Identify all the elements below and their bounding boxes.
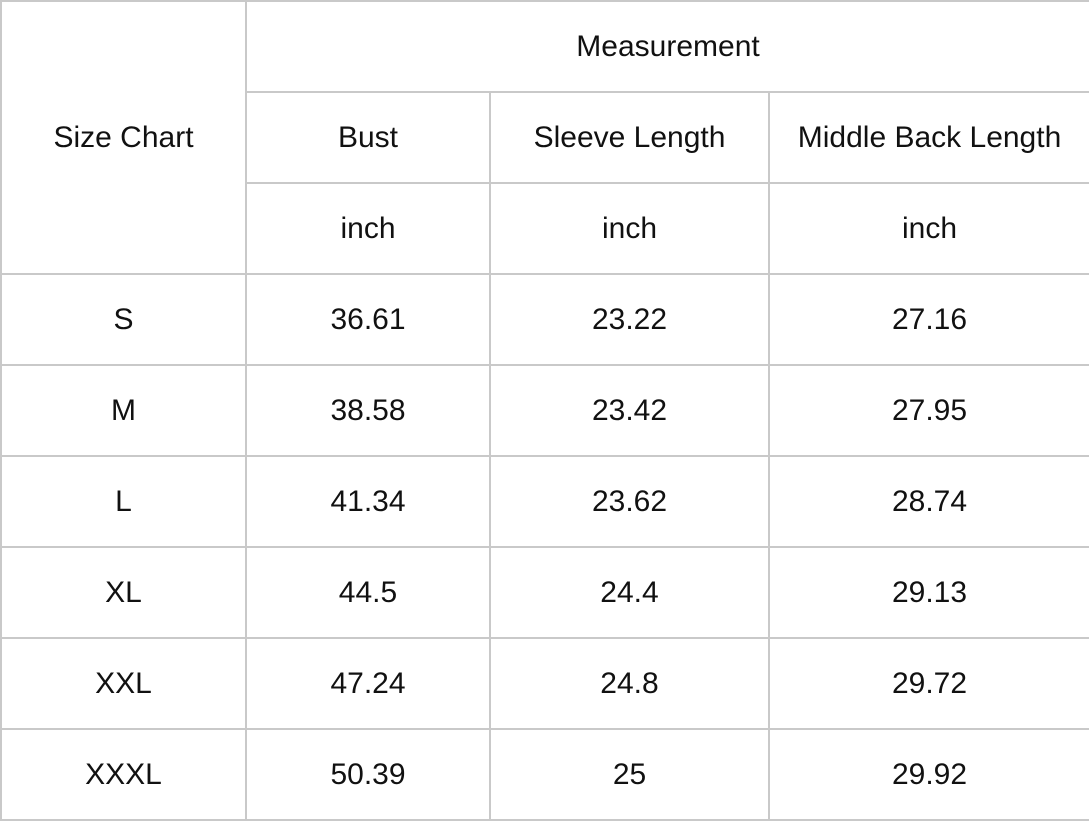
size-cell: XXXL xyxy=(0,728,247,821)
table-row: XXL 47.24 24.8 29.72 xyxy=(0,637,1089,730)
unit-header: inch xyxy=(245,182,491,275)
value-cell: 23.42 xyxy=(489,364,770,457)
unit-header: inch xyxy=(767,182,1089,275)
corner-label: Size Chart xyxy=(0,0,247,275)
value-cell: 23.62 xyxy=(489,455,770,548)
header-row-names: Bust Sleeve Length Middle Back Length xyxy=(1,91,1089,184)
table-row: L 41.34 23.62 28.74 xyxy=(0,455,1089,548)
table-row: M 38.58 23.42 27.95 xyxy=(0,364,1089,457)
header-row-group: Size Chart Measurement xyxy=(0,0,1089,275)
size-cell: M xyxy=(0,364,247,457)
value-cell: 24.8 xyxy=(489,637,770,730)
value-cell: 29.92 xyxy=(767,728,1089,821)
size-cell: XXL xyxy=(0,637,247,730)
value-cell: 24.4 xyxy=(489,546,770,639)
value-cell: 50.39 xyxy=(245,728,491,821)
column-header: Middle Back Length xyxy=(767,91,1089,184)
table-row: S 36.61 23.22 27.16 xyxy=(0,273,1089,366)
table-row: XXXL 50.39 25 29.92 xyxy=(0,728,1089,821)
value-cell: 29.13 xyxy=(767,546,1089,639)
value-cell: 25 xyxy=(489,728,770,821)
value-cell: 27.95 xyxy=(767,364,1089,457)
value-cell: 29.72 xyxy=(767,637,1089,730)
value-cell: 36.61 xyxy=(245,273,491,366)
value-cell: 27.16 xyxy=(767,273,1089,366)
size-cell: XL xyxy=(0,546,247,639)
value-cell: 41.34 xyxy=(245,455,491,548)
size-cell: S xyxy=(0,273,247,366)
column-header: Sleeve Length xyxy=(489,91,770,184)
unit-header: inch xyxy=(489,182,770,275)
value-cell: 38.58 xyxy=(245,364,491,457)
header-row-units: inch inch inch xyxy=(1,182,1089,275)
value-cell: 47.24 xyxy=(245,637,491,730)
group-header: Measurement xyxy=(244,0,1089,93)
value-cell: 44.5 xyxy=(245,546,491,639)
size-cell: L xyxy=(0,455,247,548)
value-cell: 23.22 xyxy=(489,273,770,366)
table-row: XL 44.5 24.4 29.13 xyxy=(0,546,1089,639)
column-header: Bust xyxy=(245,91,491,184)
value-cell: 28.74 xyxy=(767,455,1089,548)
